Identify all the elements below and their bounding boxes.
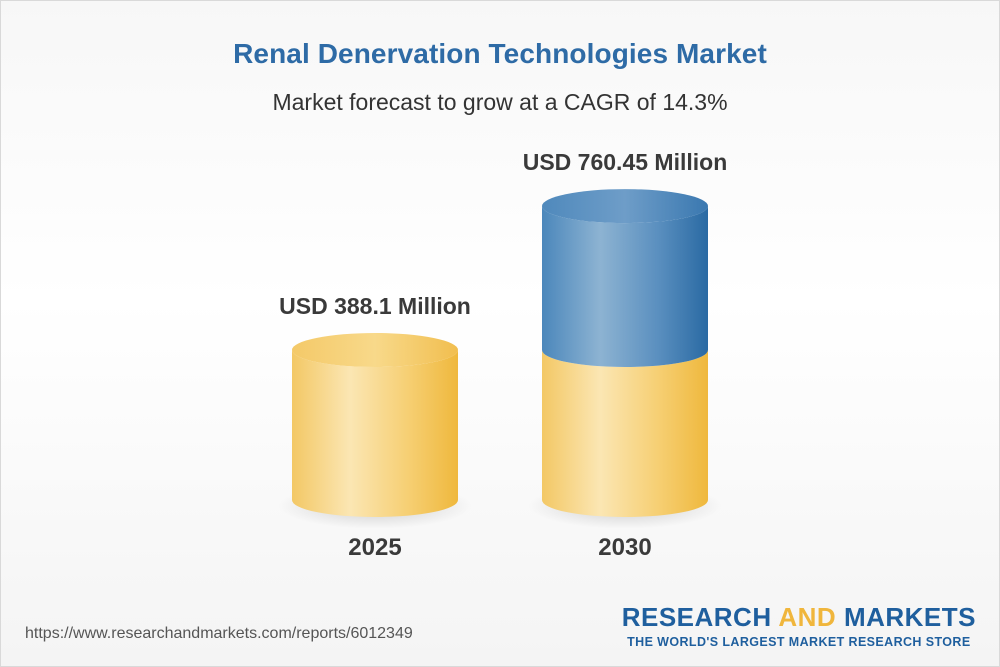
bar-top-2030 (542, 189, 708, 224)
bar-base-segment-2030 (542, 349, 708, 517)
brand-logo: RESEARCH AND MARKETS THE WORLD'S LARGEST… (622, 603, 976, 649)
category-label-2025: 2025 (348, 534, 401, 561)
value-label-2025: USD 388.1 Million (279, 293, 471, 319)
brand-tagline: THE WORLD'S LARGEST MARKET RESEARCH STOR… (627, 635, 971, 649)
bar-growth-segment-2030 (542, 206, 708, 367)
chart-title: Renal Denervation Technologies Market (233, 38, 767, 69)
bar-2025 (292, 349, 458, 517)
source-url: https://www.researchandmarkets.com/repor… (25, 625, 413, 642)
bar-top-2025 (292, 332, 458, 367)
category-label-2030: 2030 (598, 534, 651, 561)
value-label-2030: USD 760.45 Million (523, 149, 728, 175)
chart-subtitle: Market forecast to grow at a CAGR of 14.… (272, 89, 728, 115)
brand-name: RESEARCH AND MARKETS (621, 602, 976, 632)
